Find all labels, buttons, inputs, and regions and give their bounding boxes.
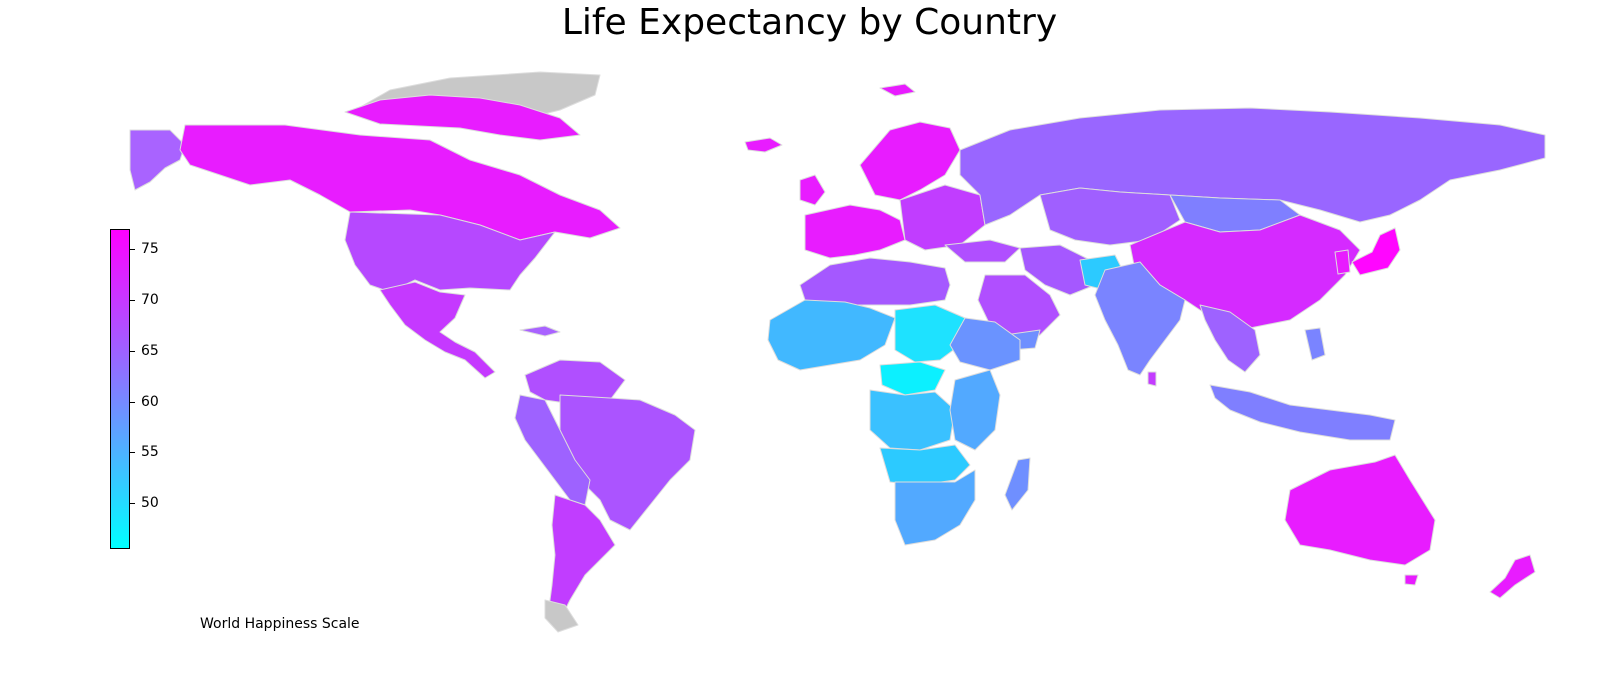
colorbar bbox=[110, 229, 130, 549]
western-europe bbox=[804, 204, 906, 259]
mexico-region bbox=[379, 281, 496, 379]
colorbar-tick: 60 bbox=[130, 394, 159, 410]
philippines bbox=[1304, 327, 1326, 361]
west-africa-region bbox=[767, 299, 896, 371]
uk-region bbox=[799, 174, 826, 206]
iran-region bbox=[1019, 244, 1096, 296]
australia-region bbox=[1284, 454, 1436, 566]
colorbar-tick: 65 bbox=[130, 343, 159, 359]
north-africa-region bbox=[799, 257, 951, 306]
angola-zambia bbox=[879, 444, 971, 486]
central-africa-region bbox=[879, 361, 946, 396]
sahel-region bbox=[894, 304, 966, 363]
svalbard bbox=[879, 83, 916, 97]
argentina-chile bbox=[547, 494, 616, 621]
usa-region bbox=[344, 211, 556, 293]
new-zealand bbox=[1489, 554, 1536, 599]
patagonia-tip bbox=[544, 599, 579, 633]
map-title: Life Expectancy by Country bbox=[561, 2, 1058, 43]
turkey-region bbox=[944, 239, 1021, 263]
alaska-region bbox=[129, 129, 186, 191]
indonesia-region bbox=[1209, 384, 1396, 441]
caribbean-islands bbox=[519, 325, 561, 337]
mainland-southeast-asia bbox=[1199, 304, 1261, 373]
korea-region bbox=[1334, 249, 1351, 275]
congo-region bbox=[869, 389, 956, 451]
ethiopia-region bbox=[949, 317, 1021, 371]
japan-region bbox=[1351, 227, 1401, 276]
russia-region bbox=[959, 107, 1546, 226]
colorbar-tick: 55 bbox=[130, 444, 159, 460]
colorbar-tick: 75 bbox=[130, 241, 159, 257]
tasmania bbox=[1404, 574, 1419, 586]
sri-lanka bbox=[1147, 371, 1157, 387]
scandinavia bbox=[859, 121, 961, 201]
southern-africa-region bbox=[894, 469, 976, 546]
scale-label: World Happiness Scale bbox=[200, 616, 360, 632]
india-region bbox=[1094, 261, 1186, 376]
iceland bbox=[744, 137, 783, 153]
colorbar-tick: 70 bbox=[130, 292, 159, 308]
madagascar bbox=[1004, 457, 1031, 511]
canada-arctic-islands bbox=[344, 94, 581, 141]
eastern-europe bbox=[899, 184, 986, 251]
colorbar-tick: 50 bbox=[130, 495, 159, 511]
east-africa-region bbox=[949, 369, 1001, 451]
